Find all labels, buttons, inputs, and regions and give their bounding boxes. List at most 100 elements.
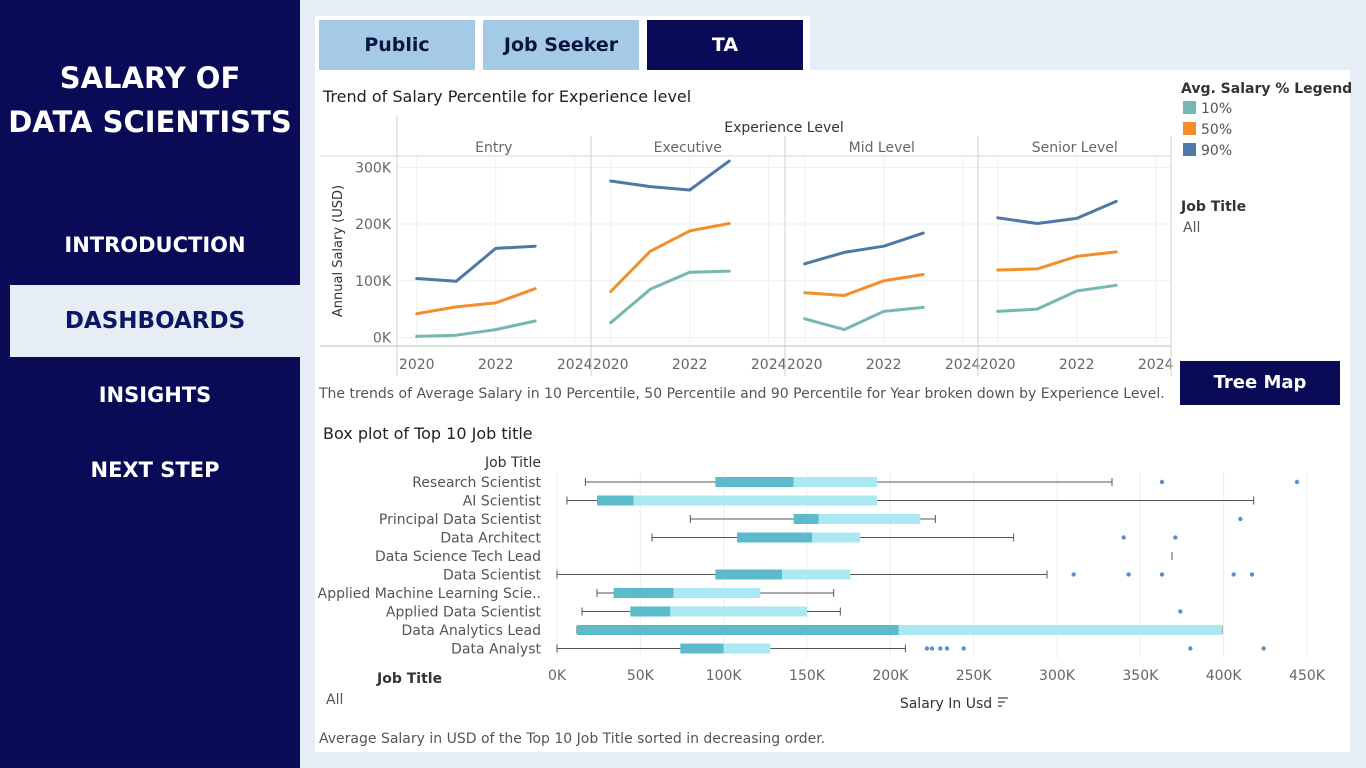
- box-x-tick-label: 250K: [956, 668, 993, 684]
- x-tick-label: 2022: [478, 357, 514, 373]
- legend-label-50: 50%: [1201, 122, 1233, 138]
- outlier-data-analyst: [961, 646, 966, 651]
- box-x-tick-label: 400K: [1206, 668, 1243, 684]
- line-entry-p10: [415, 319, 537, 338]
- sort-descending-icon: [998, 697, 1008, 707]
- panel-header-entry: Entry: [475, 140, 512, 156]
- nav-dashboards[interactable]: DASHBOARDS: [10, 285, 300, 357]
- box-chart-title: Box plot of Top 10 Job title: [323, 424, 533, 443]
- y-tick-label: 300K: [355, 160, 392, 176]
- x-tick-label: 2024: [557, 357, 593, 373]
- box-job-title-filter-value[interactable]: All: [326, 692, 344, 708]
- outlier-data-architect: [1173, 535, 1178, 540]
- line-mid-level-p90: [803, 231, 925, 266]
- dashboard-panel: [315, 70, 1350, 752]
- x-tick-label: 2022: [672, 357, 708, 373]
- legend-item-90[interactable]: 90%: [1183, 143, 1232, 159]
- box-x-tick-label: 300K: [1039, 668, 1076, 684]
- box-job-title-filter-label: Job Title: [377, 671, 443, 687]
- outlier-research-scientist: [1159, 479, 1165, 485]
- y-tick-label: 100K: [355, 274, 392, 290]
- line-entry-p50: [415, 287, 537, 316]
- line-mid-level-p10: [803, 305, 925, 332]
- box-upper-applied-data-scientist: [670, 606, 807, 617]
- outlier-data-scientist: [1126, 572, 1131, 577]
- legend-swatch-10: [1183, 101, 1196, 114]
- outlier-data-scientist: [1231, 572, 1236, 577]
- legend-swatch-50: [1183, 122, 1196, 135]
- line-entry-p90: [415, 244, 537, 283]
- nav-next-step[interactable]: NEXT STEP: [90, 458, 220, 482]
- job-title-label-ai-scientist: AI Scientist: [463, 494, 542, 510]
- box-upper-principal-data-scientist: [818, 514, 921, 524]
- box-lower-applied-machine-learning-scie: [613, 588, 674, 598]
- x-tick-label: 2024: [945, 357, 981, 373]
- job-title-label-data-scientist: Data Scientist: [443, 568, 542, 584]
- outlier-data-analyst: [938, 646, 943, 651]
- box-lower-data-analyst: [680, 643, 724, 654]
- box-x-tick-label: 100K: [706, 668, 743, 684]
- tab-job-seeker[interactable]: Job Seeker: [483, 20, 639, 70]
- job-title-label-principal-data-scientist: Principal Data Scientist: [379, 512, 542, 528]
- box-lower-research-scientist: [715, 477, 794, 487]
- line-executive-p90: [609, 159, 731, 192]
- outlier-data-scientist: [1071, 572, 1076, 577]
- line-senior-level-p50: [996, 250, 1118, 272]
- box-x-tick-label: 150K: [789, 668, 826, 684]
- job-title-filter-label: Job Title: [1181, 199, 1247, 215]
- line-senior-level-p90: [996, 199, 1118, 225]
- box-upper-data-scientist: [782, 569, 851, 580]
- box-lower-principal-data-scientist: [793, 514, 819, 524]
- outlier-data-analyst: [1188, 646, 1193, 651]
- box-lower-data-analytics-lead: [577, 625, 899, 635]
- legend-item-50[interactable]: 50%: [1183, 122, 1232, 138]
- box-upper-ai-scientist: [633, 495, 877, 506]
- x-tick-label: 2024: [1138, 357, 1174, 373]
- legend-item-10[interactable]: 10%: [1183, 101, 1232, 117]
- tab-public[interactable]: Public: [319, 20, 475, 70]
- job-title-label-research-scientist: Research Scientist: [412, 475, 541, 491]
- box-x-axis-title: Salary In Usd: [900, 696, 992, 712]
- nav-insights[interactable]: INSIGHTS: [98, 383, 212, 407]
- box-upper-data-architect: [812, 532, 861, 543]
- y-tick-label: 0K: [373, 330, 392, 346]
- box-x-tick-label: 350K: [1122, 668, 1159, 684]
- outlier-data-scientist: [1159, 572, 1165, 577]
- line-senior-level-p10: [996, 283, 1118, 313]
- job-title-label-applied-machine-learning-scie: Applied Machine Learning Scie..: [318, 586, 541, 602]
- box-lower-ai-scientist: [597, 495, 634, 506]
- box-lower-data-architect: [737, 532, 812, 543]
- nav-introduction[interactable]: INTRODUCTION: [64, 233, 246, 257]
- box-upper-data-analyst: [723, 643, 771, 654]
- job-title-label-applied-data-scientist: Applied Data Scientist: [386, 605, 542, 621]
- y-axis-label: Annual Salary (USD): [331, 185, 346, 317]
- experience-level-header: Experience Level: [724, 120, 843, 136]
- outlier-applied-data-scientist: [1178, 609, 1183, 614]
- box-y-axis-title: Job Title: [484, 455, 541, 471]
- y-tick-label: 200K: [355, 217, 392, 233]
- box-x-tick-label: 200K: [872, 668, 909, 684]
- box-lower-applied-data-scientist: [630, 606, 671, 617]
- box-x-tick-label: 450K: [1289, 668, 1326, 684]
- job-title-filter-value[interactable]: All: [1183, 220, 1201, 236]
- x-tick-label: 2022: [1059, 357, 1095, 373]
- job-title-label-data-architect: Data Architect: [440, 531, 541, 547]
- outlier-data-scientist: [1249, 572, 1255, 577]
- panel-header-mid-level: Mid Level: [849, 140, 915, 156]
- legend-label-90: 90%: [1201, 143, 1233, 159]
- panel-header-executive: Executive: [654, 140, 722, 156]
- job-title-label-data-science-tech-lead: Data Science Tech Lead: [375, 549, 541, 565]
- job-title-label-data-analyst: Data Analyst: [451, 642, 541, 658]
- x-tick-label: 2022: [866, 357, 902, 373]
- app-title: SALARY OF DATA SCIENTISTS: [0, 56, 300, 144]
- tree-map-button[interactable]: Tree Map: [1180, 361, 1340, 405]
- tab-ta[interactable]: TA: [647, 20, 803, 70]
- outlier-data-analyst: [1261, 646, 1266, 651]
- box-caption: Average Salary in USD of the Top 10 Job …: [319, 731, 826, 747]
- sidebar: SALARY OF DATA SCIENTISTS INTRODUCTION D…: [0, 0, 300, 768]
- trend-chart-title: Trend of Salary Percentile for Experienc…: [323, 87, 692, 106]
- box-x-tick-label: 50K: [627, 668, 655, 684]
- trend-caption: The trends of Average Salary in 10 Perce…: [319, 386, 1165, 402]
